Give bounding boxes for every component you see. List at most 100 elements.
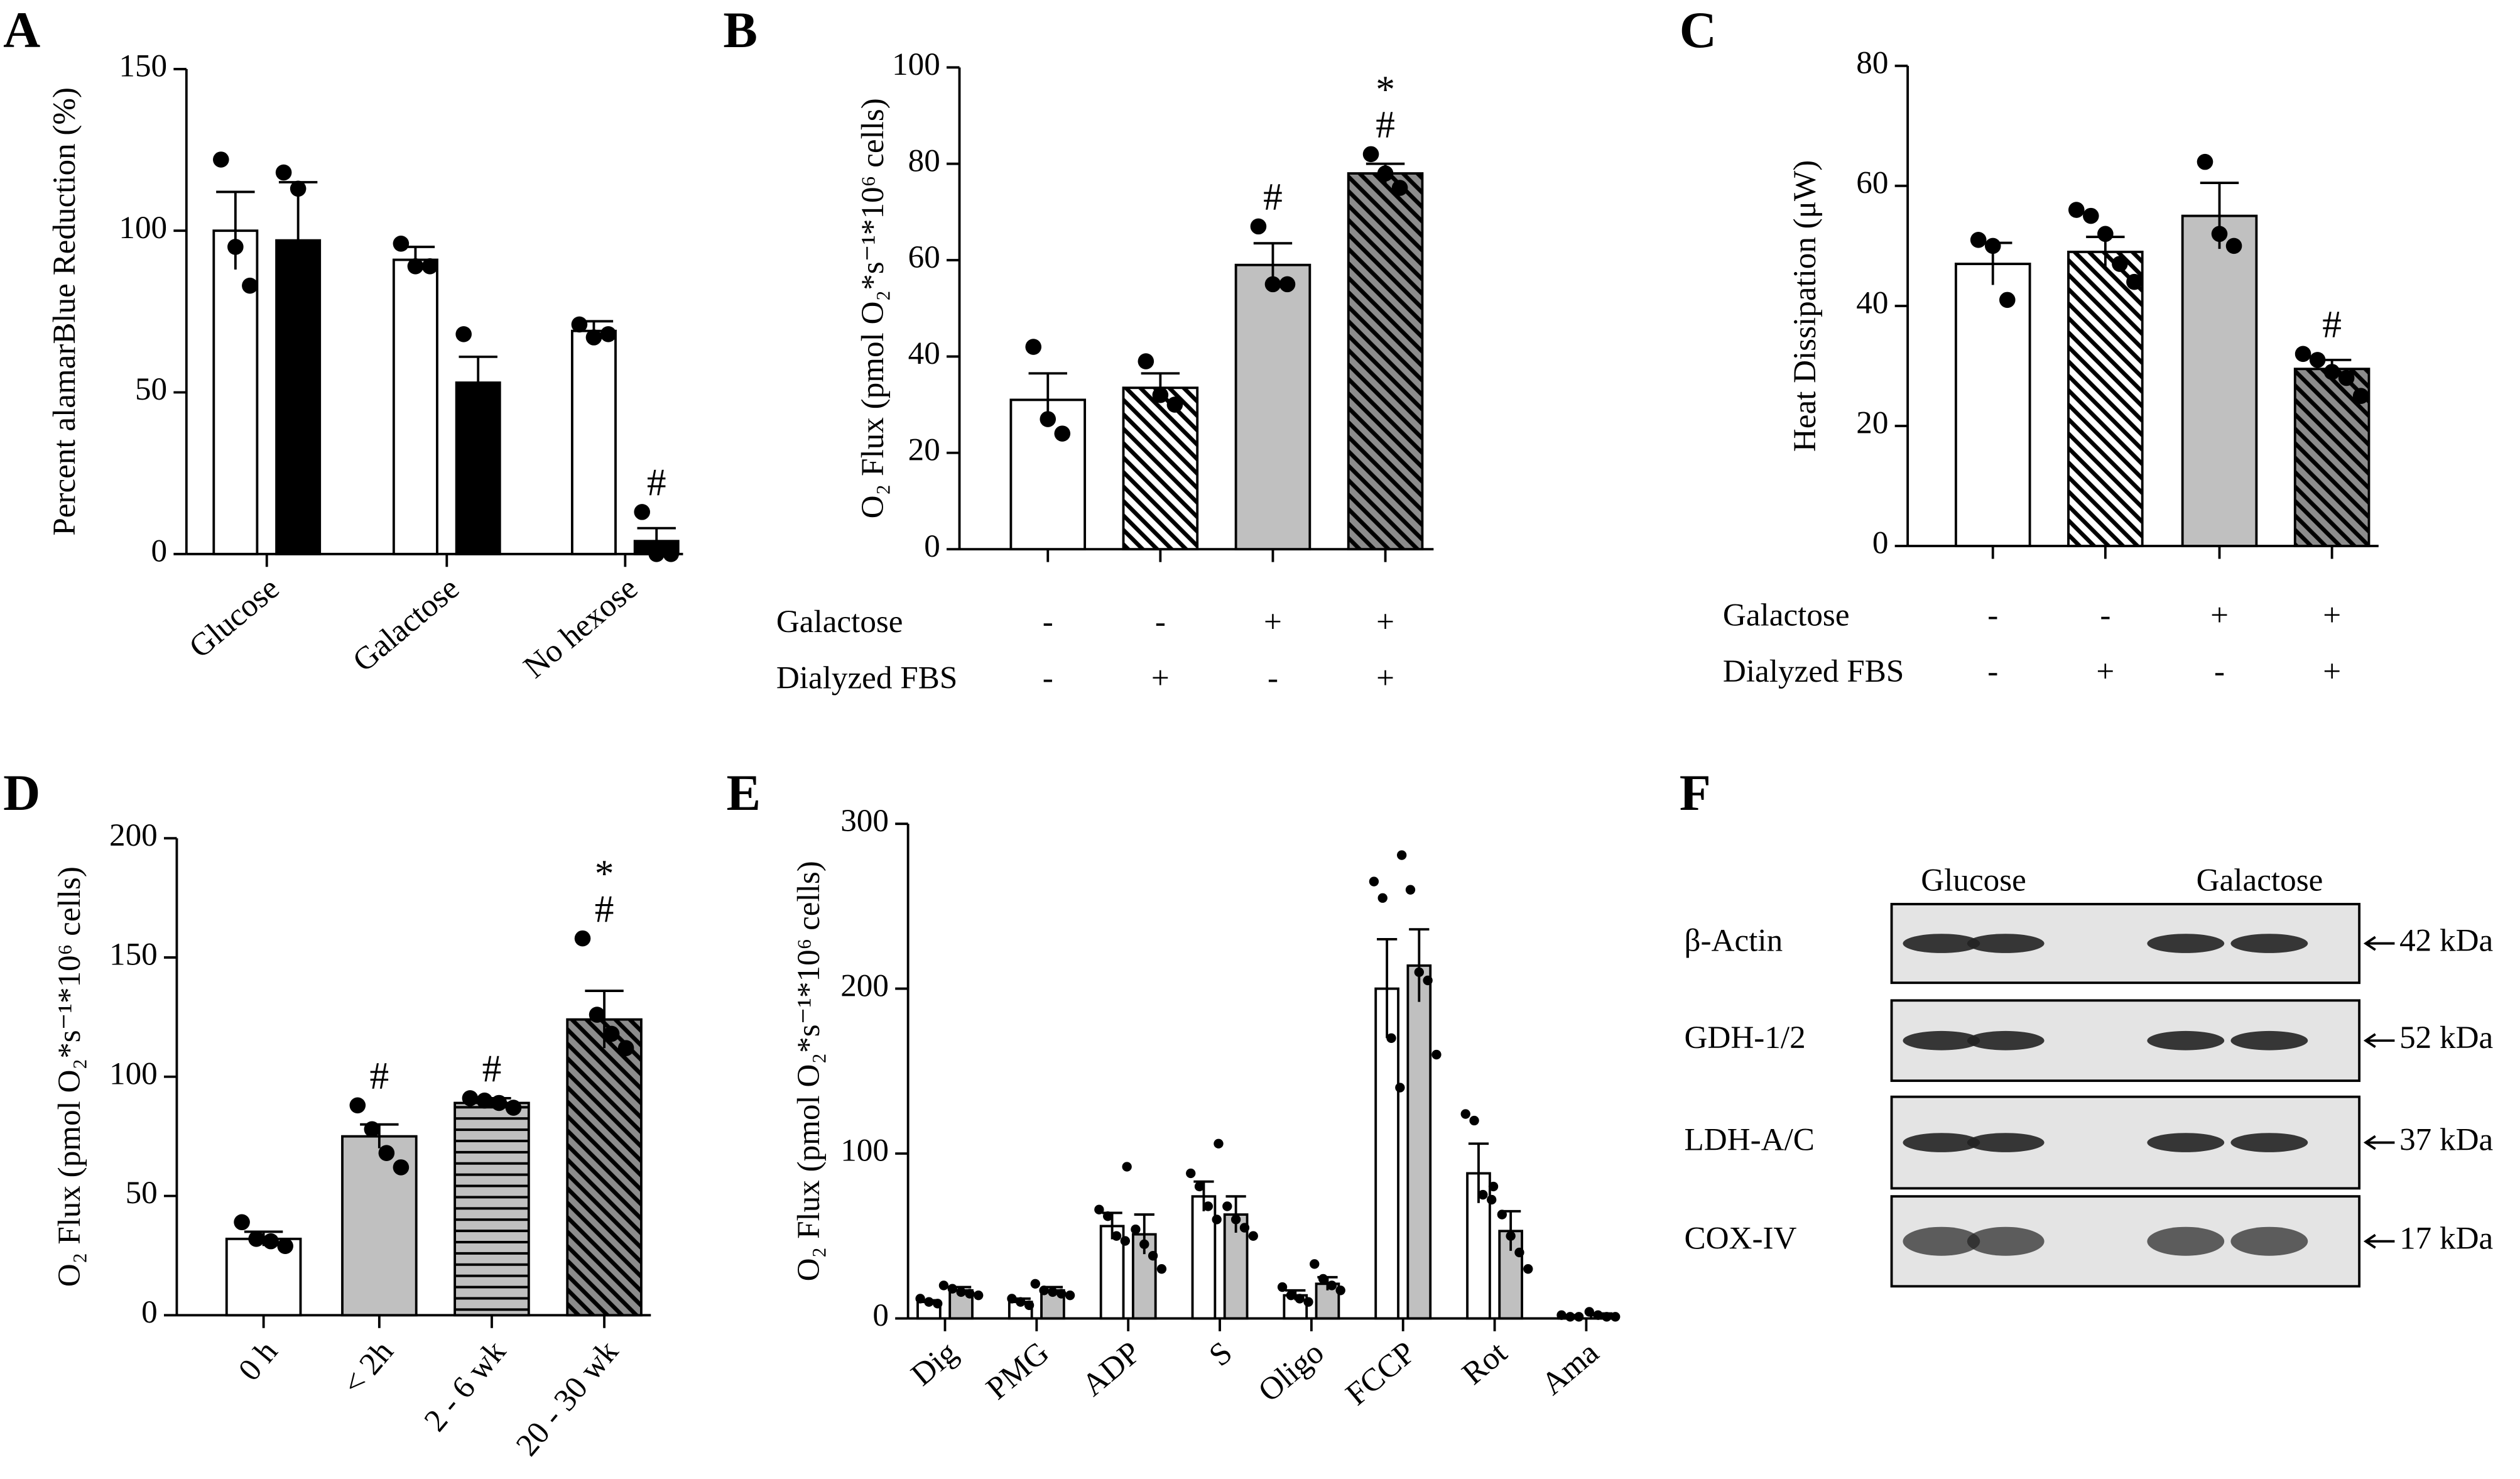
data-point (407, 258, 424, 275)
condition-sign: - (1155, 604, 1166, 640)
y-tick-label: 0 (141, 1294, 158, 1330)
data-point (1030, 1279, 1040, 1289)
data-point (2309, 352, 2326, 368)
x-tick-label: PMG (979, 1334, 1056, 1407)
bar (392, 258, 438, 555)
data-point (947, 1284, 957, 1294)
y-tick-label: 50 (135, 371, 167, 407)
blot-band (2230, 1030, 2308, 1051)
condition-name: Dialyzed FBS (776, 660, 957, 696)
data-point (938, 1280, 949, 1291)
data-point (1377, 165, 1394, 182)
data-point (1214, 1138, 1224, 1149)
data-point (242, 277, 258, 294)
blot-band (2230, 1226, 2308, 1256)
data-point (915, 1294, 925, 1304)
y-tick-label: 100 (840, 1133, 889, 1169)
y-tick-label: 150 (109, 937, 158, 973)
annotation: * (595, 853, 614, 895)
data-point (634, 504, 650, 520)
error-bar (1409, 928, 1430, 1002)
data-point (277, 1238, 293, 1255)
data-point (1506, 1231, 1516, 1241)
data-point (393, 236, 410, 252)
y-axis-title: Percent alamarBlue Reduction (%) (46, 87, 82, 536)
data-point (1395, 1083, 1405, 1093)
data-point (364, 1121, 381, 1138)
data-point (1523, 1264, 1533, 1274)
data-point (2295, 346, 2311, 363)
bar (1122, 386, 1199, 551)
data-point (1423, 975, 1433, 986)
bar (2181, 214, 2258, 547)
size-label: 42 kDa (2399, 922, 2493, 958)
data-point (1016, 1297, 1026, 1307)
y-tick-label: 300 (840, 803, 889, 839)
x-tick-label: Glucose (182, 570, 286, 665)
panel-label: C (1680, 1, 1717, 58)
group-label: Glucose (1921, 863, 2026, 898)
data-point (2197, 153, 2213, 170)
data-point (1203, 1201, 1214, 1211)
condition-name: Galactose (776, 604, 903, 640)
data-point (1138, 353, 1154, 369)
data-point (1318, 1274, 1328, 1284)
bar (1954, 263, 2031, 547)
data-point (1556, 1310, 1567, 1320)
data-point (933, 1299, 943, 1309)
data-point (1277, 1282, 1288, 1292)
x-tick-label: Galactose (346, 570, 466, 679)
data-point (421, 258, 438, 275)
data-point (1054, 425, 1071, 442)
annotation: # (1376, 104, 1395, 146)
bar (1099, 1225, 1125, 1320)
blot-band (1967, 934, 2045, 953)
data-point (589, 1007, 606, 1023)
data-point (1194, 1181, 1205, 1192)
data-point (1335, 1285, 1345, 1296)
y-tick-label: 40 (908, 336, 940, 371)
panel-label: D (3, 764, 40, 821)
data-point (2323, 364, 2340, 380)
blot-band (1967, 1133, 2045, 1152)
y-tick-label: 40 (1856, 285, 1888, 321)
condition-name: Galactose (1723, 598, 1850, 633)
data-point (393, 1159, 410, 1176)
protein-label: COX-IV (1684, 1220, 1796, 1256)
condition-sign: - (2214, 653, 2225, 689)
data-point (965, 1289, 975, 1299)
error-bar (459, 355, 497, 409)
data-point (1111, 1231, 1122, 1241)
size-label: 37 kDa (2399, 1122, 2493, 1157)
y-tick-label: 200 (109, 817, 158, 853)
x-tick-label: Ama (1534, 1334, 1605, 1402)
x-tick-label: Dig (904, 1334, 964, 1393)
data-point (1248, 1231, 1258, 1241)
data-point (2352, 388, 2369, 404)
data-point (1094, 1204, 1104, 1214)
data-point (349, 1097, 366, 1114)
y-tick-label: 150 (119, 48, 167, 84)
bar (1347, 172, 1424, 551)
data-point (484, 397, 501, 413)
data-point (476, 1092, 493, 1109)
panel-label: E (727, 764, 761, 821)
bar (1406, 964, 1432, 1320)
data-point (1139, 1239, 1149, 1249)
annotation: # (482, 1047, 502, 1090)
x-tick-label: 0 h (231, 1334, 285, 1388)
condition-sign: + (2323, 653, 2341, 689)
x-tick-label: ADP (1075, 1334, 1148, 1403)
data-point (1025, 339, 1042, 355)
data-point (1264, 276, 1281, 293)
data-point (263, 1233, 279, 1250)
data-point (491, 1094, 508, 1111)
y-tick-label: 50 (126, 1175, 158, 1211)
error-bar (1377, 937, 1398, 1039)
data-point (1460, 1109, 1470, 1119)
data-point (2068, 202, 2085, 218)
data-point (1610, 1312, 1621, 1322)
annotation: # (1263, 176, 1283, 219)
bar (570, 329, 617, 555)
